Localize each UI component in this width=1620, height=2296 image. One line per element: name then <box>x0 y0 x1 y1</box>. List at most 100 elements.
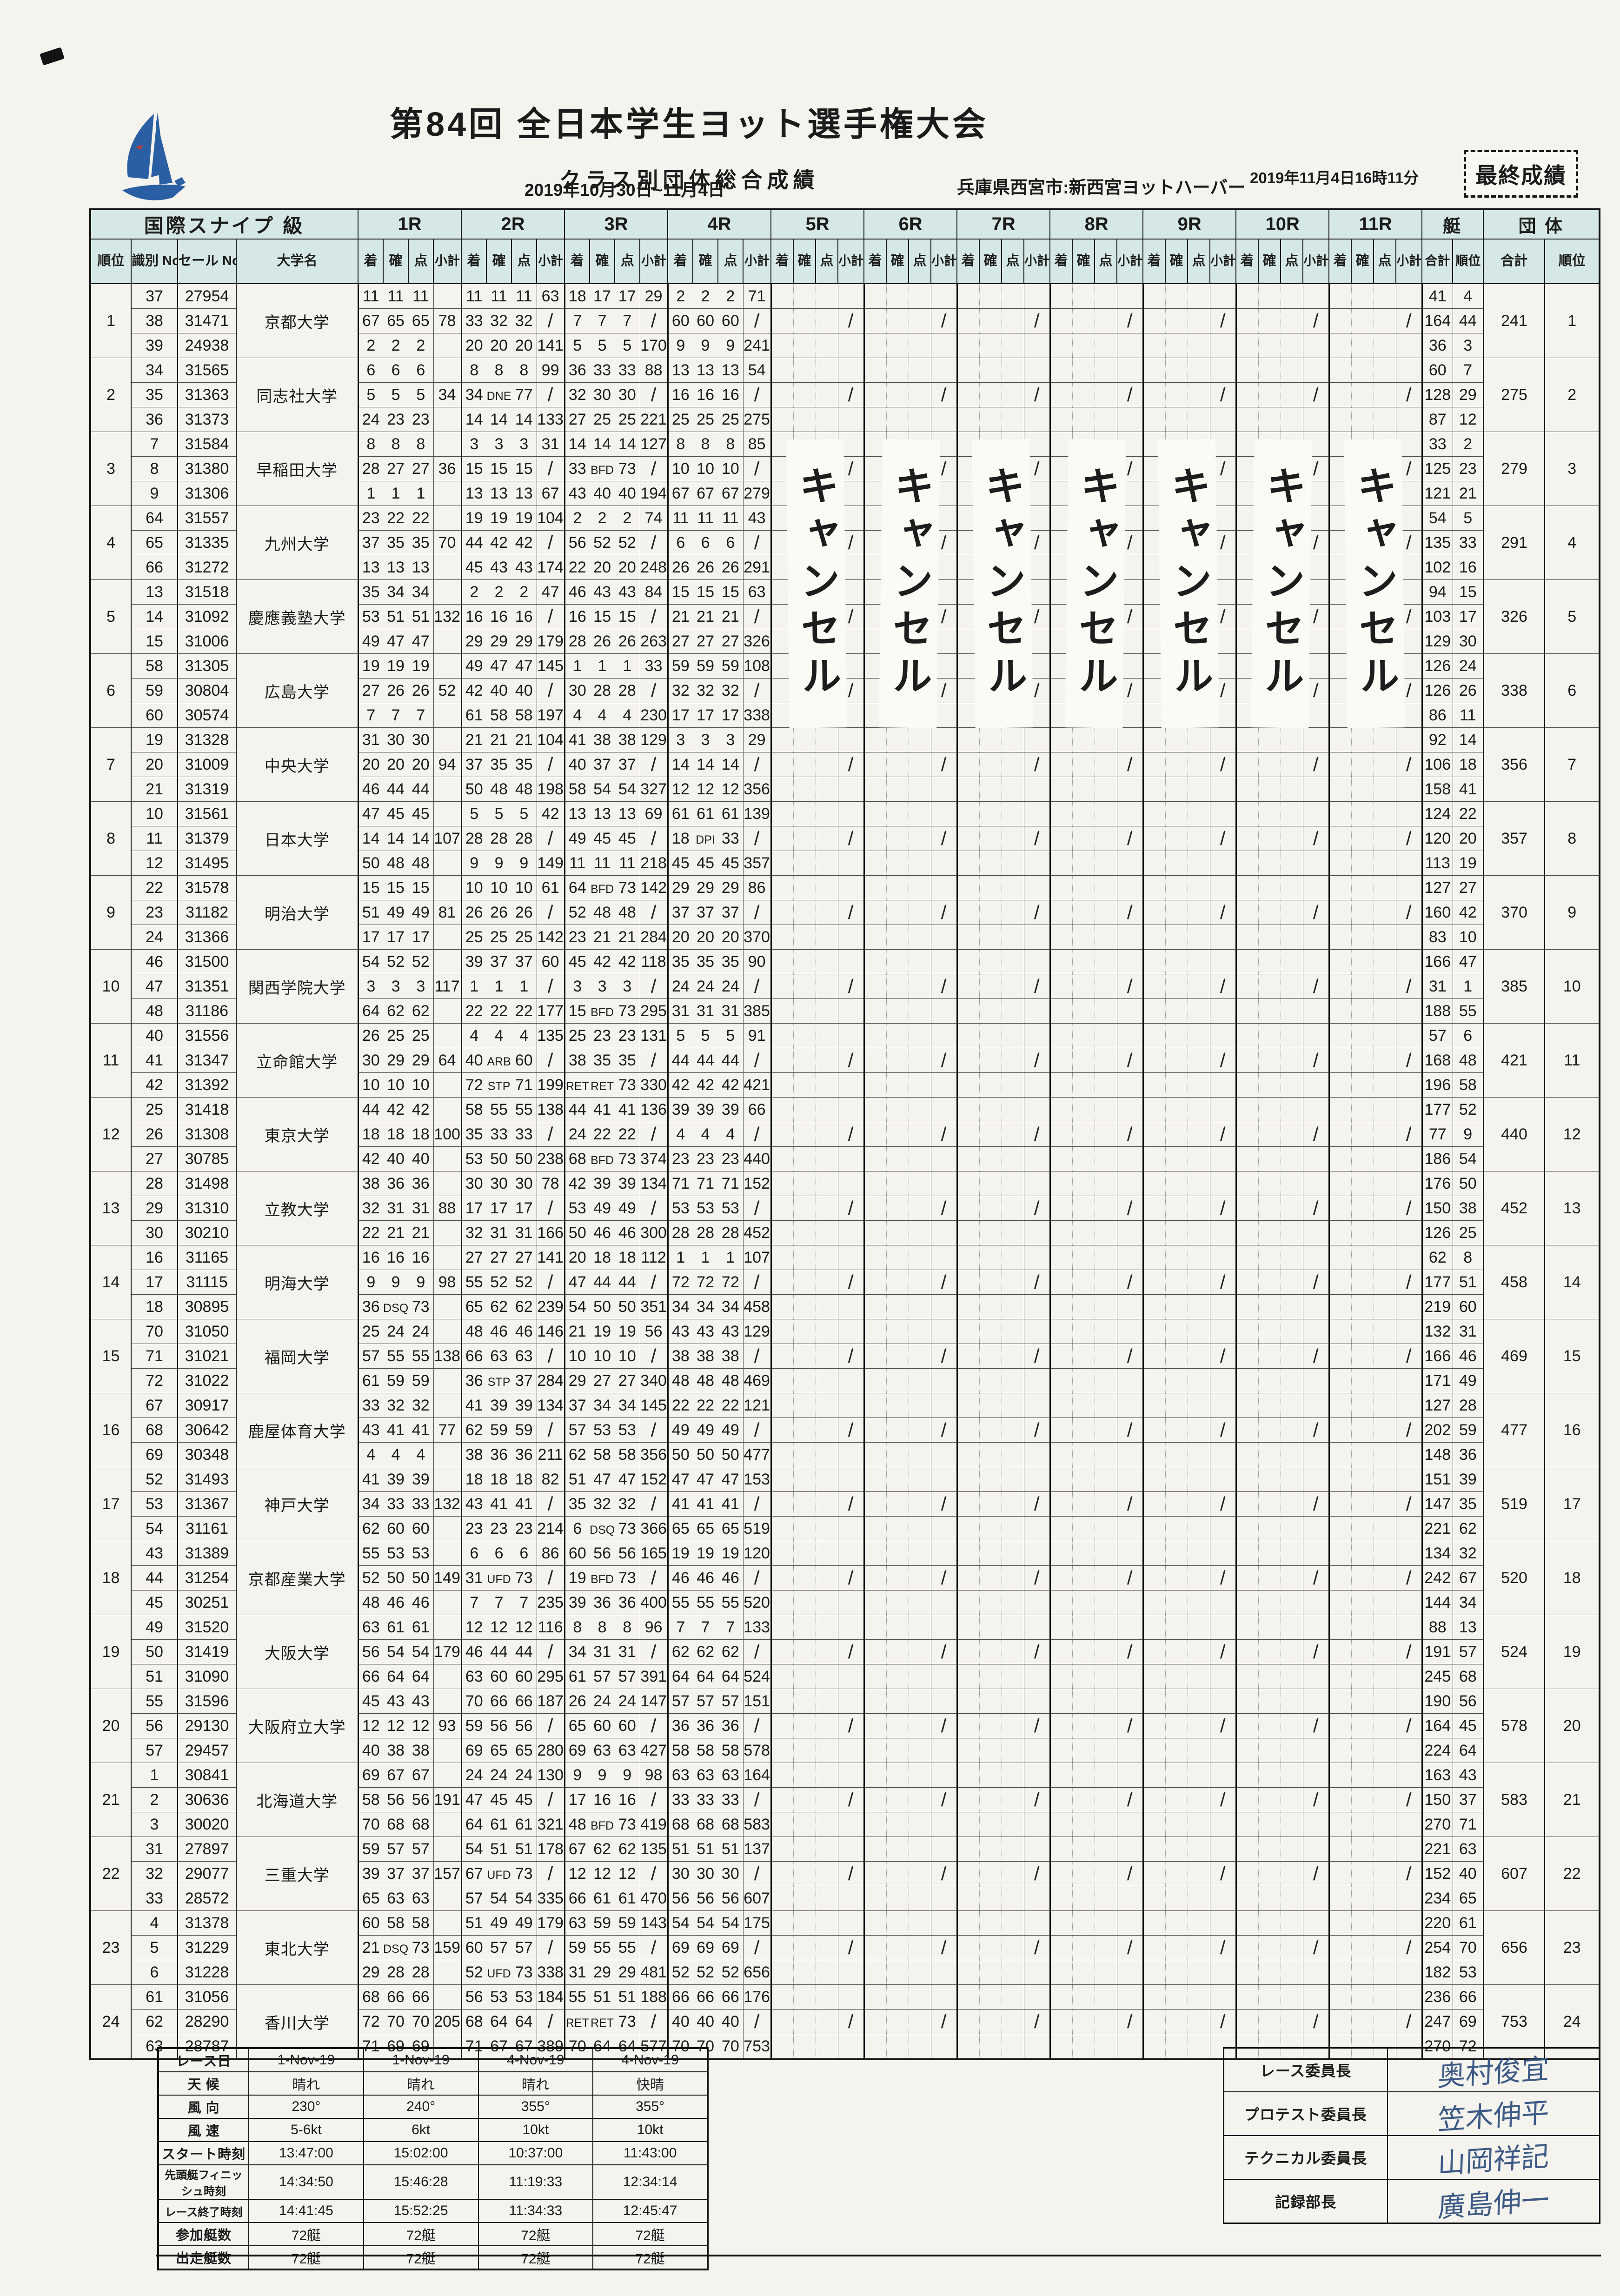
slash-mark: / <box>1313 753 1319 775</box>
race-finish: 32 <box>564 382 590 407</box>
slash-mark: / <box>547 1049 553 1071</box>
slash-mark: / <box>754 1345 760 1367</box>
race-finish: 20 <box>460 333 487 358</box>
race-finish <box>1142 1738 1166 1763</box>
race-points: 3 <box>408 974 434 999</box>
race-confirmed <box>1165 1270 1188 1295</box>
boat-id-cell: 56 <box>131 1713 178 1738</box>
race-finish <box>1328 900 1352 925</box>
race-subtotal <box>1395 1467 1422 1492</box>
race-points <box>1187 1689 1210 1714</box>
race-confirmed <box>1165 1294 1188 1319</box>
sail-no-cell: 30841 <box>178 1763 237 1788</box>
race-subtotal: / <box>639 900 668 925</box>
race-finish <box>956 1245 980 1270</box>
race-points: 36 <box>511 1442 537 1467</box>
race-finish <box>863 1220 887 1245</box>
race-finish <box>770 1319 794 1344</box>
race-points <box>1094 1270 1117 1295</box>
race-finish: 69 <box>564 1738 590 1763</box>
slash-mark: / <box>1313 1419 1319 1441</box>
race-finish: 41 <box>357 1467 384 1492</box>
race-points: 73 <box>615 998 640 1024</box>
race-finish: 22 <box>357 1220 384 1245</box>
race-subtotal: 96 <box>639 1615 668 1640</box>
race-subtotal <box>433 1245 462 1270</box>
race-subtotal: / <box>1395 382 1422 407</box>
sail-no-cell: 28572 <box>178 1886 237 1911</box>
slash-mark: / <box>1034 458 1040 479</box>
slash-mark: / <box>1313 679 1319 701</box>
race-finish <box>863 1763 887 1788</box>
race-confirmed <box>1258 1196 1281 1221</box>
race-subtotal <box>930 777 957 802</box>
race-subtotal: / <box>1395 826 1422 851</box>
race-finish <box>1142 358 1166 383</box>
race-confirmed <box>886 1541 909 1566</box>
race-confirmed <box>1258 1442 1281 1467</box>
boat-total-cell: 176 <box>1421 1171 1453 1196</box>
race-confirmed: 15 <box>590 604 615 629</box>
boat-rank-cell: 37 <box>1452 1787 1484 1812</box>
race-points <box>815 1245 838 1270</box>
race-finish: 37 <box>460 752 487 777</box>
race-confirmed <box>886 826 909 851</box>
slash-mark: / <box>1034 1567 1040 1589</box>
race-finish: 43 <box>667 1319 693 1344</box>
race-finish <box>1142 333 1166 358</box>
race-subtotal <box>1395 1097 1422 1122</box>
race-points <box>1280 826 1303 851</box>
race-subtotal <box>1116 358 1143 383</box>
race-finish <box>863 1516 887 1541</box>
slash-mark: / <box>1034 1123 1040 1145</box>
race-finish <box>1235 1516 1259 1541</box>
race-points <box>1373 1689 1396 1714</box>
race-points <box>908 826 931 851</box>
race-confirmed <box>886 1368 909 1393</box>
boat-rank-cell: 58 <box>1452 1072 1484 1098</box>
boat-rank-cell: 22 <box>1452 801 1484 826</box>
race-finish: 72 <box>357 2009 384 2034</box>
boat-id-cell: 5 <box>131 1935 178 1960</box>
race-points: 42 <box>718 1072 744 1098</box>
race-finish <box>1328 1689 1352 1714</box>
race-points <box>908 1048 931 1073</box>
race-confirmed <box>1072 1763 1095 1788</box>
race-subtotal <box>930 1763 957 1788</box>
race-finish <box>1235 801 1259 826</box>
race-confirmed <box>979 1418 1002 1443</box>
race-points <box>1280 1886 1303 1911</box>
race-subtotal: 81 <box>433 900 462 925</box>
race-info-value: 15:46:28 <box>363 2164 479 2200</box>
race-points: 41 <box>511 1491 537 1517</box>
race-points: 23 <box>615 1023 640 1048</box>
race-points <box>1280 925 1303 950</box>
race-finish <box>1235 1393 1259 1418</box>
race-confirmed <box>793 1984 816 2010</box>
race-finish: 29 <box>357 1960 384 1985</box>
col-header-points: 点 <box>717 239 744 284</box>
race-subtotal: / <box>837 1861 864 1886</box>
race-finish <box>1049 1639 1073 1664</box>
race-confirmed <box>979 333 1002 358</box>
race-points <box>1280 1344 1303 1369</box>
race-confirmed <box>1351 1713 1374 1738</box>
race-finish: 51 <box>564 1467 590 1492</box>
race-points: 27 <box>718 629 744 654</box>
boat-total-cell: 128 <box>1421 382 1453 407</box>
slash-mark: / <box>848 458 854 479</box>
boat-row: 29 31310 32 31 31 88 17 17 17/53 49 49/53 53 53// / / /… <box>90 1196 1600 1221</box>
col-header-boat-rank: 順位 <box>1452 239 1484 284</box>
race-points <box>1373 1467 1396 1492</box>
race-finish: 59 <box>564 1935 590 1960</box>
race-subtotal: / <box>639 456 668 481</box>
team-rank-overall-cell: 1 <box>1544 283 1600 358</box>
race-points: 13 <box>718 358 744 383</box>
race-confirmed <box>793 1270 816 1295</box>
boat-id-cell: 38 <box>131 308 178 333</box>
race-points <box>1001 1639 1024 1664</box>
race-subtotal: / <box>1023 308 1050 333</box>
race-confirmed <box>1258 851 1281 876</box>
race-points: 65 <box>408 308 434 333</box>
race-subtotal <box>1395 777 1422 802</box>
